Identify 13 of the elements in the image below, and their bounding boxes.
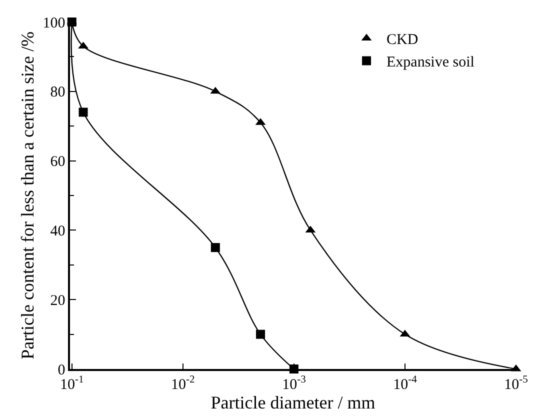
- x-tick-label: 10$^{-5}$: [504, 374, 528, 393]
- y-tick-label: 20: [50, 292, 66, 309]
- x-tick-label: 10$^{-4}$: [393, 374, 418, 393]
- y-tick-label: 40: [50, 223, 66, 240]
- y-axis-title: Particle content for less than a certain size /%: [17, 32, 38, 360]
- legend-label: Expansive soil: [386, 54, 474, 71]
- y-tick-label: 60: [50, 154, 66, 170]
- x-tick-label: 10$^{-3}$: [282, 374, 306, 393]
- x-axis-title: Particle diameter / mm: [210, 392, 376, 413]
- legend-label: CKD: [386, 32, 418, 48]
- y-tick-label: 100: [42, 15, 66, 32]
- y-tick-label: 80: [50, 84, 66, 101]
- x-tick-label: 10$^{-2}$: [171, 374, 195, 393]
